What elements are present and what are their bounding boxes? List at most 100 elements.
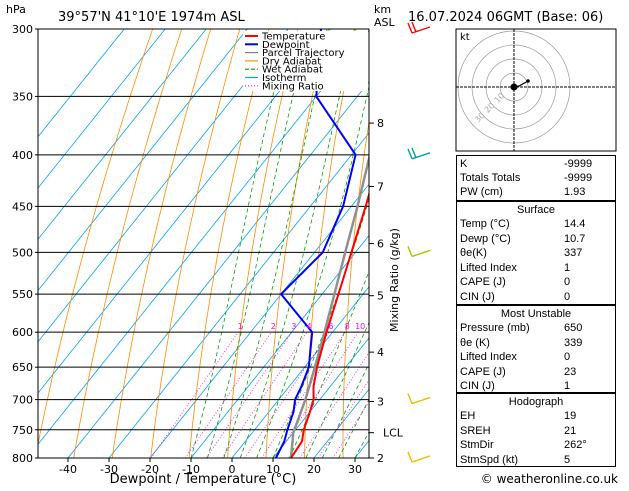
- wind-barb-shaft: [411, 455, 431, 463]
- index-row-label: Totals Totals: [460, 172, 521, 184]
- copyright: © weatheronline.co.uk: [481, 472, 618, 486]
- mixing-ratio-line: [184, 331, 272, 458]
- km-tick-label: 8: [377, 117, 384, 130]
- wind-barb-shaft: [411, 152, 431, 160]
- mixing-ratio-label: 1: [238, 322, 243, 331]
- isotherm-line: [38, 29, 166, 189]
- most-unstable-row: Pressure (mb) 650: [456, 321, 616, 335]
- most-unstable-row: Lifted Index 0: [456, 350, 616, 364]
- hodograph-row-value: 262°: [564, 439, 587, 451]
- surface-row: CAPE (J) 0: [456, 275, 616, 289]
- km-tick-label: 5: [377, 290, 384, 303]
- km-unit-label: km: [374, 3, 391, 16]
- pressure-tick-label: 450: [12, 200, 33, 213]
- wind-barb: [407, 147, 431, 160]
- parcel-trajectory-line: [289, 153, 369, 458]
- hodograph-row-label: SREH: [460, 424, 491, 437]
- surface-row: CIN (J) 0: [456, 290, 616, 304]
- surface-row-label: Dewp (°C): [460, 232, 511, 245]
- surface-row-value: 10.7: [564, 232, 586, 245]
- pressure-tick-label: 400: [12, 149, 33, 162]
- most-unstable-row-label: Pressure (mb): [460, 322, 530, 334]
- surface-title: Surface: [517, 204, 555, 216]
- pressure-tick-label: 500: [12, 246, 33, 259]
- temperature-tick-label: 0: [229, 463, 236, 476]
- most-unstable-row-label: θe (K): [460, 336, 490, 349]
- isotherm-line: [149, 183, 369, 458]
- temperature-tick-label: -10: [182, 463, 200, 476]
- lcl-label: LCL: [383, 427, 404, 440]
- index-row: K -9999: [456, 157, 616, 171]
- index-row: PW (cm) 1.93: [456, 185, 616, 199]
- wind-barb: [407, 21, 431, 34]
- index-row: Totals Totals -9999: [456, 171, 616, 185]
- surface-row-value: 1: [564, 261, 571, 274]
- legend-entry: Wet Adiabat: [262, 65, 323, 76]
- km-tick-label: 6: [377, 238, 384, 251]
- temperature-tick-label: -30: [100, 463, 118, 476]
- hodograph-stats-box: [456, 393, 616, 467]
- mixing-ratio-label: 2: [271, 322, 276, 331]
- km-tick-label: 2: [377, 452, 384, 465]
- hodograph-storm-dot: [526, 79, 530, 83]
- wind-barb-feather: [407, 451, 413, 463]
- asl-unit-label: ASL: [374, 16, 396, 29]
- wind-barb-feather: [411, 21, 417, 33]
- legend-entry: Temperature: [261, 32, 325, 43]
- mixing-ratio-label: 10: [355, 322, 365, 331]
- hodograph-row: EH 19: [456, 409, 616, 423]
- most-unstable-box: [456, 305, 616, 393]
- mixing-ratio-label: 4: [306, 322, 311, 331]
- pressure-tick-label: 300: [12, 23, 33, 36]
- x-axis-label: Dewpoint / Temperature (°C): [110, 472, 297, 486]
- datetime-title: 16.07.2024 06GMT (Base: 06): [408, 10, 603, 25]
- most-unstable-row-label: CIN (J): [460, 380, 495, 392]
- wind-barb-feather: [407, 393, 413, 404]
- wind-barb-feather: [411, 147, 417, 159]
- km-tick-label: 4: [377, 346, 384, 359]
- most-unstable-row-value: 0: [564, 351, 571, 363]
- index-row-value: -9999: [564, 158, 593, 170]
- dewpoint-line: [275, 29, 357, 458]
- isotherm-line: [67, 81, 369, 458]
- wind-barb-feather: [407, 22, 413, 34]
- pressure-tick-label: 350: [12, 90, 33, 103]
- surface-row: Temp (°C) 14.4: [456, 217, 616, 231]
- hodograph-row: StmSpd (kt) 5: [456, 453, 616, 467]
- pressure-tick-label: 800: [12, 452, 33, 465]
- wet-adiabat-line: [256, 84, 369, 458]
- index-row-value: 1.93: [564, 186, 586, 198]
- wind-barb-shaft: [411, 396, 431, 405]
- pressure-tick-label: 550: [12, 288, 33, 301]
- legend-entry: Isotherm: [262, 73, 306, 84]
- most-unstable-row-value: 1: [564, 380, 571, 392]
- hodograph-title: Hodograph: [508, 396, 564, 408]
- legend-entry: Dewpoint: [262, 40, 310, 51]
- hodograph-row-value: 19: [564, 410, 577, 422]
- isotherm-line: [231, 286, 369, 458]
- surface-row-value: 337: [564, 247, 583, 259]
- legend-entry: Dry Adiabat: [262, 56, 321, 67]
- index-row-label: PW (cm): [460, 186, 503, 198]
- most-unstable-row-value: 650: [564, 322, 583, 334]
- pressure-tick-label: 600: [12, 326, 33, 339]
- hodograph-kt-label: kt: [460, 32, 470, 43]
- most-unstable-row-value: 23: [564, 365, 577, 378]
- surface-row-label: Temp (°C): [460, 218, 510, 230]
- temperature-line: [290, 190, 369, 458]
- hodograph-row: SREH 21: [456, 424, 616, 438]
- most-unstable-row: CAPE (J) 23: [456, 365, 616, 379]
- hodograph-row-label: StmDir: [460, 439, 494, 451]
- mixing-ratio-label: 8: [345, 322, 350, 331]
- temperature-tick-label: 20: [307, 463, 321, 476]
- surface-row: θe(K) 337: [456, 246, 616, 260]
- wind-barb-feather: [407, 148, 413, 160]
- isotherm-line: [38, 29, 125, 138]
- isotherm-line: [272, 337, 369, 458]
- index-row-label: K: [460, 158, 468, 170]
- legend-background: [243, 31, 368, 91]
- surface-row-label: θe(K): [460, 247, 487, 259]
- mixing-ratio-label: 3: [291, 322, 296, 331]
